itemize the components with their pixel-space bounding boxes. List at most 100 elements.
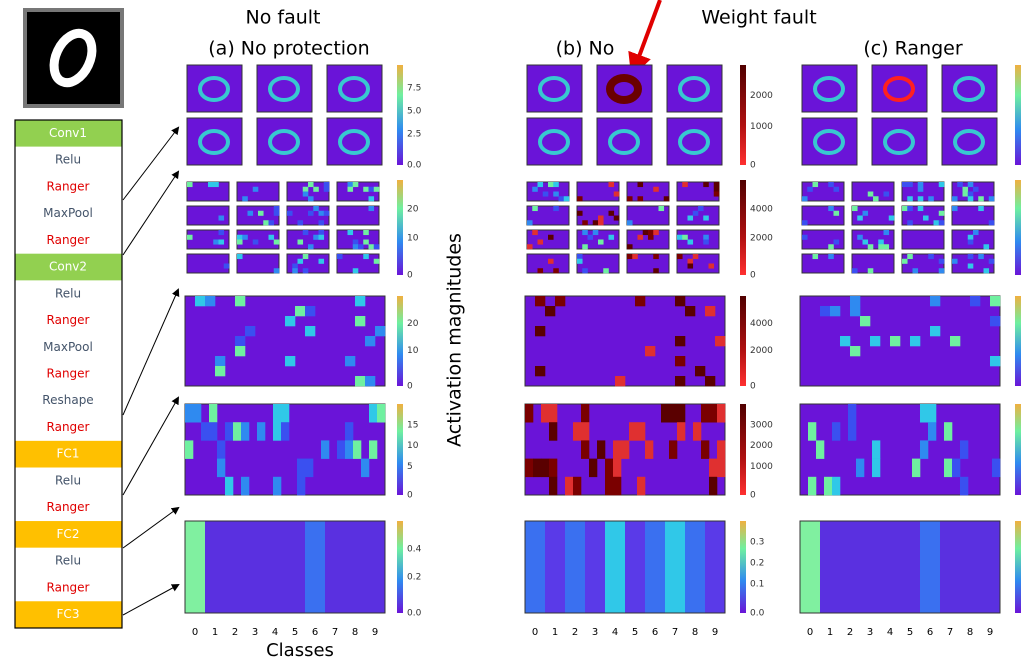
- heat-cell: [577, 211, 583, 216]
- heat-cell: [709, 264, 715, 269]
- colorbar-tick: 1000: [750, 122, 773, 132]
- class-tick: 3: [252, 627, 258, 638]
- feature-map: [257, 118, 312, 165]
- heat-cell: [274, 268, 280, 273]
- class-tick: 6: [927, 627, 933, 638]
- heat-cell: [912, 459, 920, 478]
- heat-cell: [535, 366, 545, 376]
- heat-cell: [369, 206, 375, 211]
- heat-cell: [319, 259, 325, 264]
- heat-cell: [564, 196, 570, 201]
- heat-cell: [830, 306, 840, 316]
- heat-cell: [863, 211, 869, 216]
- class-tick: 7: [332, 627, 338, 638]
- heat-cell: [369, 244, 375, 249]
- class-stripe: [305, 521, 325, 613]
- feature-map: [667, 118, 722, 165]
- heat-cell: [235, 346, 245, 356]
- heat-cell: [990, 356, 1000, 366]
- heat-cell: [273, 404, 281, 423]
- heat-cell: [281, 404, 289, 423]
- heat-cell: [353, 268, 359, 273]
- heat-cell: [939, 182, 945, 187]
- heat-cell: [952, 259, 958, 264]
- class-tick: 5: [292, 627, 298, 638]
- class-tick: 5: [907, 627, 913, 638]
- heat-cell: [802, 220, 808, 225]
- class-stripe: [525, 521, 545, 613]
- heat-cell: [217, 459, 225, 478]
- heat-cell: [527, 220, 533, 225]
- class-tick: 2: [847, 627, 853, 638]
- class-tick: 0: [192, 627, 198, 638]
- heat-cell: [305, 459, 313, 478]
- heat-cell: [298, 259, 304, 264]
- heat-cell: [369, 440, 377, 459]
- heat-cell: [709, 459, 717, 478]
- heat-cell: [213, 240, 219, 245]
- heat-cell: [353, 440, 361, 459]
- layer-label: Ranger: [47, 179, 90, 193]
- colorbar-tick: 0: [750, 491, 756, 501]
- heat-cell: [627, 244, 633, 249]
- heading: (c) Ranger: [863, 38, 963, 60]
- heat-cell: [852, 206, 858, 211]
- heat-cell: [920, 404, 928, 423]
- heat-cell: [213, 182, 219, 187]
- heat-cell: [989, 220, 995, 225]
- heat-cell: [978, 196, 984, 201]
- colorbar-tick: 0: [407, 491, 413, 501]
- heat-cell: [973, 230, 979, 235]
- heat-cell: [984, 268, 990, 273]
- heat-cell: [303, 254, 309, 259]
- heat-cell: [968, 182, 974, 187]
- heat-cell: [549, 459, 557, 478]
- class-tick: 3: [867, 627, 873, 638]
- heat-cell: [928, 196, 934, 201]
- class-stripe: [365, 521, 385, 613]
- heat-cell: [808, 422, 816, 441]
- heat-cell: [968, 192, 974, 197]
- class-stripe: [585, 521, 605, 613]
- heat-cell: [918, 187, 924, 192]
- heat-cell: [920, 440, 928, 459]
- colorbar-tick: 0: [750, 271, 756, 281]
- colorbar: [740, 404, 746, 495]
- heat-cell: [187, 235, 193, 240]
- feature-map: [942, 65, 997, 112]
- heat-cell: [337, 254, 343, 259]
- colorbar-tick: 4000: [750, 319, 773, 329]
- layer-label: Ranger: [47, 233, 90, 247]
- heat-cell: [627, 220, 633, 225]
- heat-cell: [324, 211, 330, 216]
- heat-cell: [832, 422, 840, 441]
- layer-label: Ranger: [47, 420, 90, 434]
- heat-cell: [215, 356, 225, 366]
- class-stripe: [920, 521, 940, 613]
- class-stripe: [245, 521, 265, 613]
- heat-cell: [253, 187, 259, 192]
- heat-cell: [225, 422, 233, 441]
- heat-cell: [648, 235, 654, 240]
- colorbar: [740, 521, 746, 613]
- class-stripe: [880, 521, 900, 613]
- heat-cell: [848, 422, 856, 441]
- heat-cell: [598, 240, 604, 245]
- heat-cell: [582, 268, 588, 273]
- heat-cell: [589, 459, 597, 478]
- heat-cell: [274, 211, 280, 216]
- heat-cell: [374, 187, 380, 192]
- heat-cell: [363, 254, 369, 259]
- class-stripe: [840, 521, 860, 613]
- colorbar-tick: 0: [750, 161, 756, 171]
- heat-cell: [928, 254, 934, 259]
- heat-cell: [224, 264, 230, 269]
- heat-cell: [913, 268, 919, 273]
- colorbar: [1015, 521, 1021, 613]
- layer-label: FC3: [57, 607, 80, 621]
- heat-cell: [253, 240, 259, 245]
- heading: No fault: [246, 7, 321, 29]
- heat-cell: [669, 440, 677, 459]
- class-stripe: [685, 521, 705, 613]
- heat-cell: [621, 440, 629, 459]
